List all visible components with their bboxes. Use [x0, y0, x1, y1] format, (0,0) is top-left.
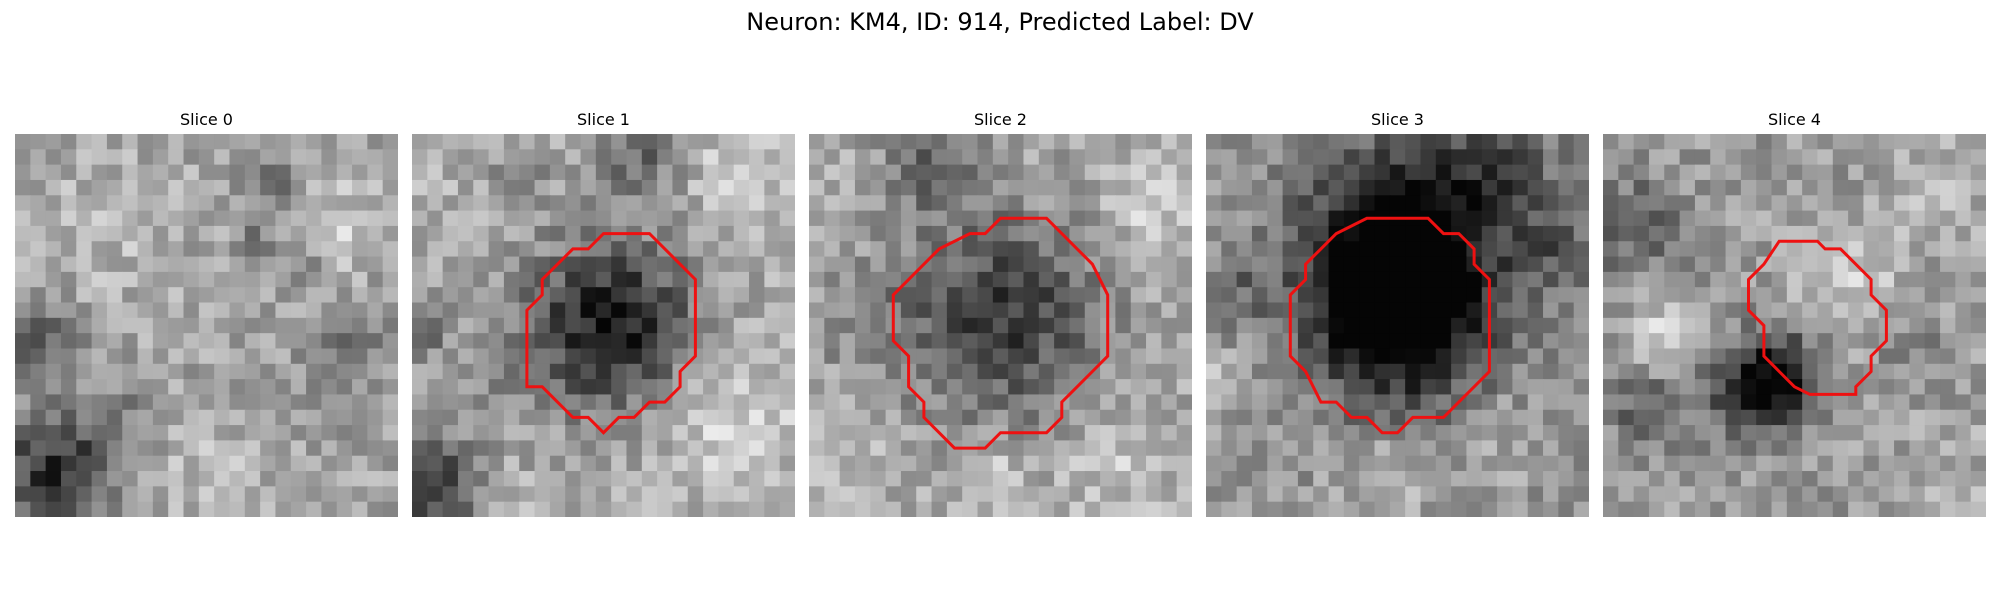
panel-title: Slice 2	[974, 110, 1027, 129]
panel-title: Slice 0	[180, 110, 233, 129]
panel-slice-0: Slice 0	[15, 110, 398, 517]
panel-slice-4: Slice 4	[1603, 110, 1986, 517]
slice-2-image	[809, 134, 1192, 517]
slice-1-image	[412, 134, 795, 517]
panel-title: Slice 4	[1768, 110, 1821, 129]
panel-title: Slice 3	[1371, 110, 1424, 129]
panel-title: Slice 1	[577, 110, 630, 129]
slice-4-image	[1603, 134, 1986, 517]
segmentation-contour	[1288, 216, 1491, 435]
segmentation-contour	[525, 232, 697, 435]
segmentation-contour	[891, 216, 1110, 450]
slice-3-image	[1206, 134, 1589, 517]
panel-slice-2: Slice 2	[809, 110, 1192, 517]
slice-0-image	[15, 134, 398, 517]
segmentation-contour	[1747, 239, 1888, 396]
panel-slice-1: Slice 1	[412, 110, 795, 517]
figure-title: Neuron: KM4, ID: 914, Predicted Label: D…	[746, 8, 1254, 36]
panel-slice-3: Slice 3	[1206, 110, 1589, 517]
